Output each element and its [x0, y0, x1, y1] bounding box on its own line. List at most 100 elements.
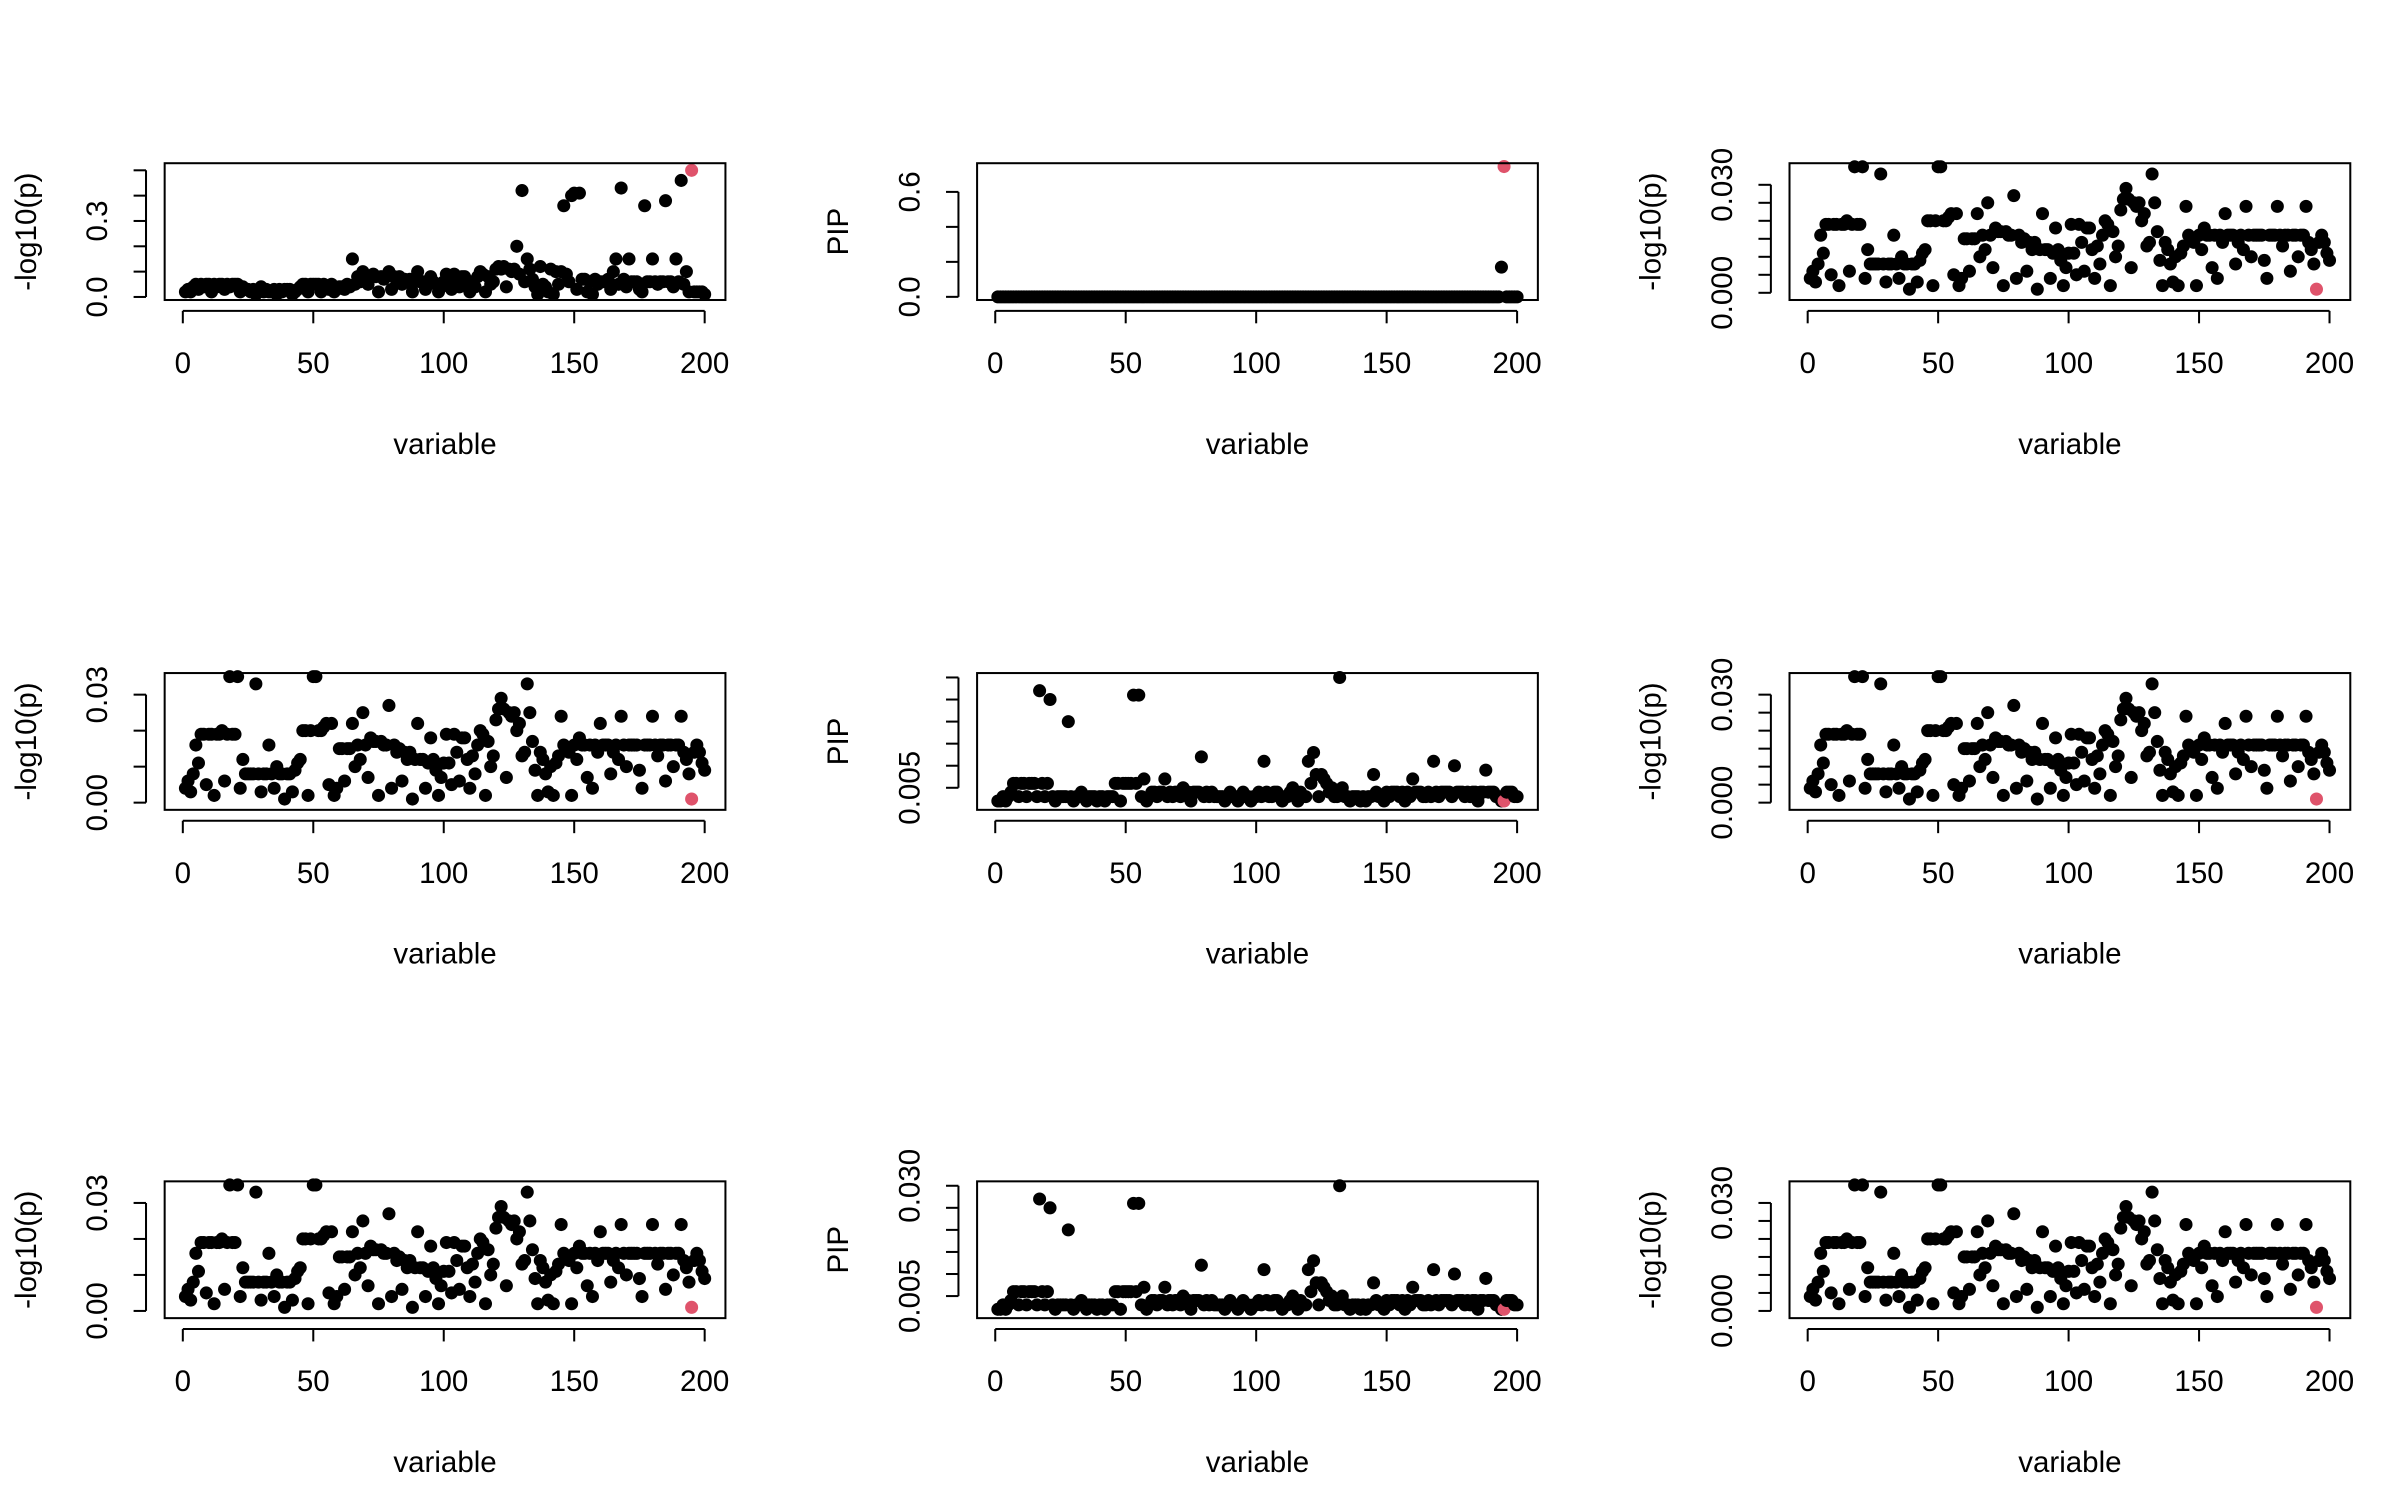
- point: [478, 1297, 493, 1311]
- point: [2307, 1275, 2321, 1289]
- point: [619, 760, 633, 774]
- point: [2260, 781, 2274, 795]
- point: [2088, 271, 2102, 285]
- point: [2106, 734, 2120, 748]
- point: [585, 781, 599, 795]
- point: [301, 1297, 315, 1311]
- y-tick-label: 0.03: [81, 1174, 114, 1231]
- x-tick-label: 50: [297, 1365, 330, 1398]
- x-axis-label: variable: [1206, 428, 1309, 461]
- point: [2317, 745, 2331, 759]
- point: [1137, 1280, 1151, 1294]
- highlighted-point: [685, 792, 699, 806]
- point: [1158, 1280, 1172, 1294]
- point: [442, 756, 456, 770]
- point: [1858, 1290, 1872, 1304]
- point: [2150, 1243, 2164, 1257]
- point: [2137, 716, 2151, 730]
- x-tick-label: 150: [550, 857, 599, 890]
- point: [1986, 770, 2000, 784]
- point: [2088, 1290, 2102, 1304]
- point: [2009, 1290, 2023, 1304]
- point: [2077, 1282, 2091, 1296]
- x-axis-label: variable: [393, 1446, 496, 1479]
- point: [426, 752, 440, 766]
- point: [405, 1300, 419, 1314]
- point: [1406, 772, 1420, 786]
- x-tick-label: 200: [1492, 857, 1541, 890]
- x-tick-label: 100: [2044, 857, 2093, 890]
- point: [356, 706, 370, 720]
- point: [2195, 243, 2209, 257]
- point: [635, 285, 649, 299]
- point: [1978, 243, 1992, 257]
- point: [2317, 235, 2331, 249]
- point: [1981, 1214, 1995, 1228]
- point: [2077, 774, 2091, 788]
- point: [486, 1257, 500, 1271]
- point: [2299, 199, 2313, 213]
- point: [593, 716, 607, 730]
- point: [2030, 792, 2044, 806]
- x-tick-label: 150: [1362, 857, 1411, 890]
- point: [486, 749, 500, 763]
- point: [2276, 239, 2290, 253]
- point: [2049, 731, 2063, 745]
- point: [651, 1257, 665, 1271]
- point: [1808, 1293, 1823, 1307]
- point: [325, 716, 339, 730]
- point: [546, 287, 560, 301]
- point: [552, 277, 566, 291]
- point: [325, 1225, 339, 1239]
- point: [450, 1254, 464, 1268]
- point: [518, 1254, 532, 1268]
- x-axis-label: variable: [1206, 1446, 1309, 1479]
- point: [1861, 243, 1875, 257]
- point: [1926, 279, 1940, 293]
- point: [2283, 1282, 2297, 1296]
- point: [293, 752, 307, 766]
- point: [2111, 1257, 2125, 1271]
- point: [533, 260, 547, 274]
- point: [2210, 1290, 2224, 1304]
- point: [2150, 225, 2164, 239]
- point: [614, 1218, 628, 1232]
- point: [2145, 1185, 2159, 1199]
- x-tick-label: 150: [1362, 1365, 1411, 1398]
- x-tick-label: 0: [987, 857, 1003, 890]
- point: [523, 706, 537, 720]
- point: [2179, 1218, 2193, 1232]
- point: [1892, 1290, 1906, 1304]
- point: [1879, 1293, 1893, 1307]
- point: [186, 1275, 200, 1289]
- x-tick-label: 50: [297, 857, 330, 890]
- point: [546, 1297, 560, 1311]
- point: [2082, 221, 2096, 235]
- point: [512, 1225, 526, 1239]
- point: [2270, 1218, 2284, 1232]
- x-tick-label: 200: [680, 1365, 729, 1398]
- point: [2257, 763, 2271, 777]
- y-tick-label: 0.030: [1706, 148, 1739, 222]
- point: [651, 749, 665, 763]
- point: [2090, 1257, 2104, 1271]
- point: [1853, 727, 1867, 741]
- point: [2171, 279, 2185, 293]
- point: [2009, 271, 2023, 285]
- point: [353, 752, 367, 766]
- point: [1367, 768, 1381, 782]
- point: [489, 713, 503, 727]
- point: [1824, 1286, 1838, 1300]
- point: [1494, 260, 1508, 274]
- point: [2132, 1214, 2146, 1228]
- point: [452, 1282, 466, 1296]
- plot-frame: [976, 162, 1539, 302]
- point: [674, 709, 688, 723]
- plot-frame: [976, 1180, 1539, 1320]
- point: [666, 1268, 680, 1282]
- point: [2067, 756, 2081, 770]
- x-tick-label: 150: [2174, 1365, 2223, 1398]
- point: [236, 752, 250, 766]
- point: [2142, 1254, 2157, 1268]
- x-tick-label: 50: [1922, 347, 1955, 380]
